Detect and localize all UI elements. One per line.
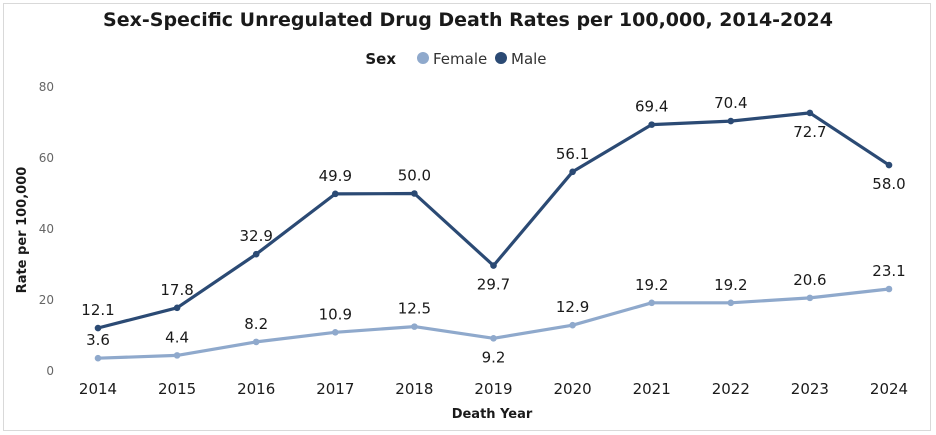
data-label-female: 19.2 (714, 276, 747, 294)
y-axis-label: Rate per 100,000 (15, 167, 30, 294)
data-label-male: 56.1 (556, 145, 589, 163)
data-point-female[interactable] (648, 299, 655, 307)
data-label-female: 20.6 (793, 271, 826, 289)
data-label-male: 50.0 (398, 167, 431, 185)
x-tick-label: 2024 (870, 380, 908, 398)
x-axis-ticks: 2014 2015 2016 2017 2018 2019 2020 2021 2022 2023… (79, 380, 908, 398)
data-point-male[interactable] (648, 121, 655, 128)
x-tick-label: 2023 (791, 380, 829, 398)
x-tick-label: 2020 (554, 380, 592, 398)
series-group: 3.6 4.4 8.2 10.9 12.5 9.2 12.9 19.2 19.2 20.6 23.1… (81, 94, 905, 366)
data-point-female[interactable] (252, 338, 260, 346)
chart-title: Sex-Specific Unregulated Drug Death Rate… (103, 9, 833, 31)
data-label-male: 32.9 (239, 227, 272, 245)
x-tick-label: 2021 (633, 380, 671, 398)
data-point-female[interactable] (173, 352, 181, 359)
series-female: 3.6 4.4 8.2 10.9 12.5 9.2 12.9 19.2 19.2 20.6 23.1 (86, 262, 906, 366)
data-label-female: 10.9 (319, 305, 352, 323)
data-point-female[interactable] (94, 354, 102, 362)
legend-female-label[interactable]: Female (433, 50, 487, 68)
data-label-male: 29.7 (477, 276, 510, 294)
y-tick-label: 80 (39, 80, 54, 94)
legend-male-marker (495, 52, 507, 64)
data-point-female[interactable] (885, 285, 893, 293)
data-point-male[interactable] (806, 109, 814, 117)
data-point-male[interactable] (569, 168, 576, 176)
data-point-male[interactable] (411, 190, 418, 197)
data-point-female[interactable] (411, 323, 418, 330)
x-axis-label: Death Year (452, 407, 533, 422)
data-point-male[interactable] (173, 304, 181, 312)
legend-female-marker (417, 52, 429, 64)
y-tick-label: 40 (39, 222, 54, 236)
data-point-male[interactable] (332, 190, 339, 198)
data-point-male[interactable] (727, 117, 735, 125)
data-point-male[interactable] (885, 161, 893, 169)
data-point-female[interactable] (490, 335, 497, 342)
y-tick-label: 20 (39, 293, 54, 307)
x-tick-label: 2014 (79, 380, 117, 398)
data-point-female[interactable] (806, 294, 814, 302)
x-tick-label: 2015 (158, 380, 196, 398)
data-point-female[interactable] (727, 299, 735, 307)
x-tick-label: 2017 (316, 380, 354, 398)
x-tick-label: 2016 (237, 380, 275, 398)
data-point-female[interactable] (332, 329, 339, 336)
data-label-female: 8.2 (244, 315, 268, 333)
legend-male-label[interactable]: Male (511, 50, 547, 68)
data-label-male: 69.4 (635, 98, 668, 116)
series-male: 12.1 17.8 32.9 49.9 50.0 29.7 56.1 69.4 70.4 72.7… (81, 94, 906, 332)
data-label-female: 3.6 (86, 331, 110, 349)
data-label-female: 12.5 (398, 300, 431, 318)
legend: Sex Female Male (365, 50, 546, 68)
data-label-male: 58.0 (872, 175, 905, 193)
data-point-male[interactable] (252, 250, 260, 258)
data-label-male: 17.8 (160, 281, 193, 299)
data-point-male[interactable] (490, 262, 497, 269)
data-label-female: 19.2 (635, 276, 668, 294)
chart-frame (3, 3, 931, 431)
y-tick-label: 60 (39, 151, 54, 165)
y-axis-ticks: 0 20 40 60 80 (39, 80, 54, 378)
data-label-female: 23.1 (872, 262, 905, 280)
data-label-female: 4.4 (165, 328, 189, 346)
x-tick-label: 2022 (712, 380, 750, 398)
x-tick-label: 2018 (395, 380, 433, 398)
data-label-male: 70.4 (714, 94, 747, 112)
series-line-male (96, 111, 891, 330)
data-label-female: 9.2 (482, 348, 506, 366)
data-label-male: 72.7 (793, 123, 826, 141)
x-tick-label: 2019 (474, 380, 512, 398)
data-label-female: 12.9 (556, 298, 589, 316)
legend-title: Sex (365, 50, 396, 68)
data-point-male[interactable] (94, 324, 102, 332)
data-point-female[interactable] (569, 321, 576, 329)
data-label-male: 49.9 (319, 167, 352, 185)
data-label-male: 12.1 (81, 301, 114, 319)
y-tick-label: 0 (46, 364, 54, 378)
